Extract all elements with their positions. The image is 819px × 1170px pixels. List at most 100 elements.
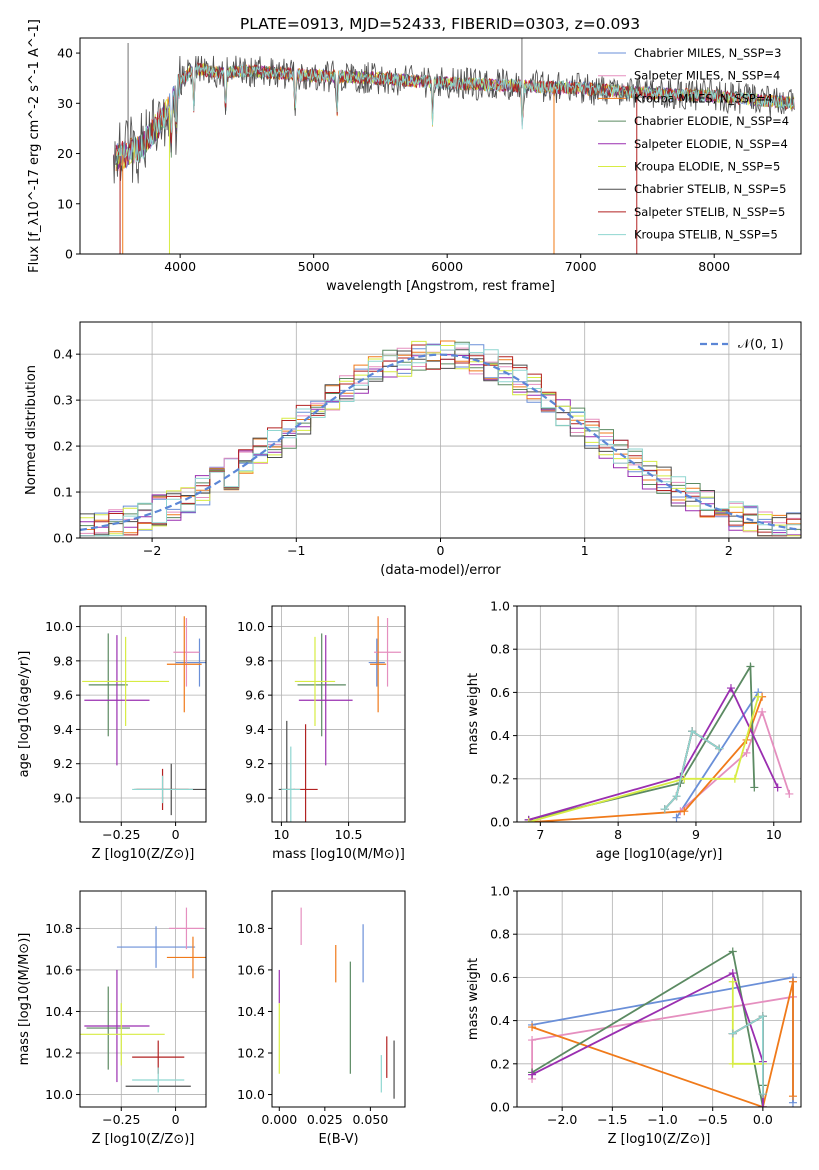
x-tick-label: −1.5 (597, 1112, 627, 1127)
x-tick-label: 10.5 (335, 827, 363, 842)
plot-layer: 4000 5000 6000 7000 8000010203040wavelength … (17, 19, 802, 1147)
weight-marker-kroupa-stelib (688, 727, 697, 736)
weight-marker-kroupa-elodie (754, 692, 763, 701)
axes-frame (79, 890, 207, 1108)
legend-label: Chabrier ELODIE, N_SSP=4 (634, 114, 789, 128)
y-tick-label: 9.8 (53, 653, 73, 668)
x-axis-label: (data-model)/error (380, 563, 501, 578)
y-axis-label: mass weight (466, 958, 481, 1040)
weight-line-kroupa-miles (531, 981, 794, 1107)
y-tick-label: 10.6 (45, 962, 73, 977)
weight-line-salpeter-elodie (528, 686, 779, 821)
axes-frame (79, 37, 802, 255)
x-tick-label: 7000 (565, 259, 597, 274)
mass_vs_ebv-frame: 0.000 0.025 0.050 10.0 10.2 10.4 10.6 10.8 E(B-V… (237, 890, 406, 1147)
age_vs_mass-points (278, 616, 401, 822)
y-tick-label: 10.0 (45, 1087, 73, 1102)
x-tick-label: 10 (766, 827, 782, 842)
y-tick-label: 1.0 (490, 884, 510, 899)
spectrum-frame: 4000 5000 6000 7000 8000 0 10 20 30 40 wavelength … (27, 19, 802, 294)
x-tick-label: −0.5 (698, 1112, 728, 1127)
weight-marker-kroupa-elodie (730, 774, 739, 783)
y-tick-label: 10.4 (237, 1004, 265, 1019)
spectrum-line-kroupa-stelib (115, 63, 795, 170)
weight-line-salpeter-miles (679, 709, 791, 812)
y-tick-label: 10.8 (237, 921, 265, 936)
y-tick-label: 0.0 (53, 531, 73, 546)
weight-marker-chabrier-elodie (728, 947, 737, 956)
age_vs_Z-points (82, 616, 206, 816)
weight-marker-kroupa-stelib (715, 744, 724, 753)
x-tick-label: −0.25 (102, 827, 140, 842)
weight-marker-kroupa-elodie (524, 818, 533, 822)
weight_vs_age-lines (524, 662, 794, 822)
age_vs_mass-axes (272, 606, 405, 822)
y-tick-label: 0.4 (490, 1013, 510, 1028)
y-axis-label: Flux [f_λ10^-17 erg cm^-2 s^-1 A^-1] (27, 19, 42, 273)
x-axis-label: Z [log10(Z/Z⊙)] (92, 1132, 195, 1147)
weight-marker-kroupa-stelib (758, 1012, 767, 1021)
y-tick-label: 0.0 (490, 1100, 510, 1115)
residual-legend: 𝒩(0, 1) (700, 336, 784, 351)
x-tick-label: 4000 (164, 259, 196, 274)
x-tick-label: 0 (172, 827, 180, 842)
x-tick-label: 7 (536, 827, 544, 842)
y-tick-label: 10.8 (45, 921, 73, 936)
weight-line-kroupa-miles (532, 696, 763, 822)
weight-marker-kroupa-elodie (680, 774, 689, 783)
y-tick-label: 0.8 (490, 642, 510, 657)
weight-marker-salpeter-miles (785, 789, 794, 798)
weight-marker-kroupa-miles (788, 977, 797, 986)
x-tick-label: 8 (614, 827, 622, 842)
weight-marker-kroupa-stelib (660, 805, 669, 814)
weight-marker-salpeter-elodie (728, 969, 737, 978)
y-axis-label: age [log10(age/yr)] (17, 651, 32, 778)
legend-label: 𝒩(0, 1) (738, 336, 784, 351)
x-tick-label: 8000 (698, 259, 730, 274)
y-tick-label: 1.0 (490, 599, 510, 614)
weight-marker-kroupa-elodie (728, 1059, 737, 1068)
axes-frame (516, 890, 802, 1108)
weight-marker-kroupa-miles (788, 1092, 797, 1101)
legend-label: Kroupa ELODIE, N_SSP=5 (634, 160, 780, 174)
y-tick-label: 10.0 (237, 1087, 265, 1102)
weight-marker-kroupa-stelib (758, 1090, 767, 1099)
x-tick-label: 0 (437, 543, 445, 558)
residuals-frame: −2 −1 0 1 2 0.0 0.1 0.2 0.3 0.4 (data-model)/error… (24, 321, 802, 578)
y-tick-label: 10.6 (237, 962, 265, 977)
y-tick-label: 9.0 (53, 791, 73, 806)
y-tick-label: 9.6 (53, 688, 73, 703)
y-tick-label: 0.4 (53, 347, 73, 362)
age_vs_mass-frame: 10 10.5 9.0 9.2 9.4 9.6 9.8 10.0 mass [log10(M/M… (237, 605, 406, 862)
legend-label: Chabrier MILES, N_SSP=3 (634, 46, 781, 60)
y-tick-label: 9.6 (245, 688, 265, 703)
spectrum-legend: Chabrier MILES, N_SSP=3 Salpeter MILES, N… (598, 46, 789, 242)
y-tick-label: 20 (57, 146, 73, 161)
axes-frame (271, 890, 406, 1108)
spectrum-lines (113, 38, 795, 254)
y-tick-label: 0.0 (490, 815, 510, 830)
x-tick-label: 10 (273, 827, 289, 842)
weight-marker-salpeter-elodie (758, 1103, 767, 1107)
x-tick-label: −1 (287, 543, 305, 558)
residual-histograms (80, 340, 801, 538)
y-tick-label: 10.2 (45, 1046, 73, 1061)
x-axis-label: wavelength [Angstrom, rest frame] (326, 279, 555, 294)
weight-marker-kroupa-stelib (672, 792, 681, 801)
weight_vs_Z-lines (528, 947, 797, 1107)
y-tick-label: 0.2 (53, 439, 73, 454)
x-tick-label: −1.0 (647, 1112, 677, 1127)
y-axis-label: mass weight (466, 673, 481, 755)
x-tick-label: 2 (725, 543, 733, 558)
x-tick-label: 1 (581, 543, 589, 558)
spectrum-line-chabrier-stelib (113, 55, 795, 184)
axes-frame (79, 605, 207, 823)
y-tick-label: 9.4 (53, 722, 73, 737)
x-tick-label: 0.000 (261, 1112, 297, 1127)
weight-marker-chabrier-elodie (746, 662, 755, 671)
weight-marker-salpeter-miles (758, 707, 767, 716)
y-tick-label: 30 (57, 96, 73, 111)
legend-label: Kroupa STELIB, N_SSP=5 (634, 228, 778, 242)
